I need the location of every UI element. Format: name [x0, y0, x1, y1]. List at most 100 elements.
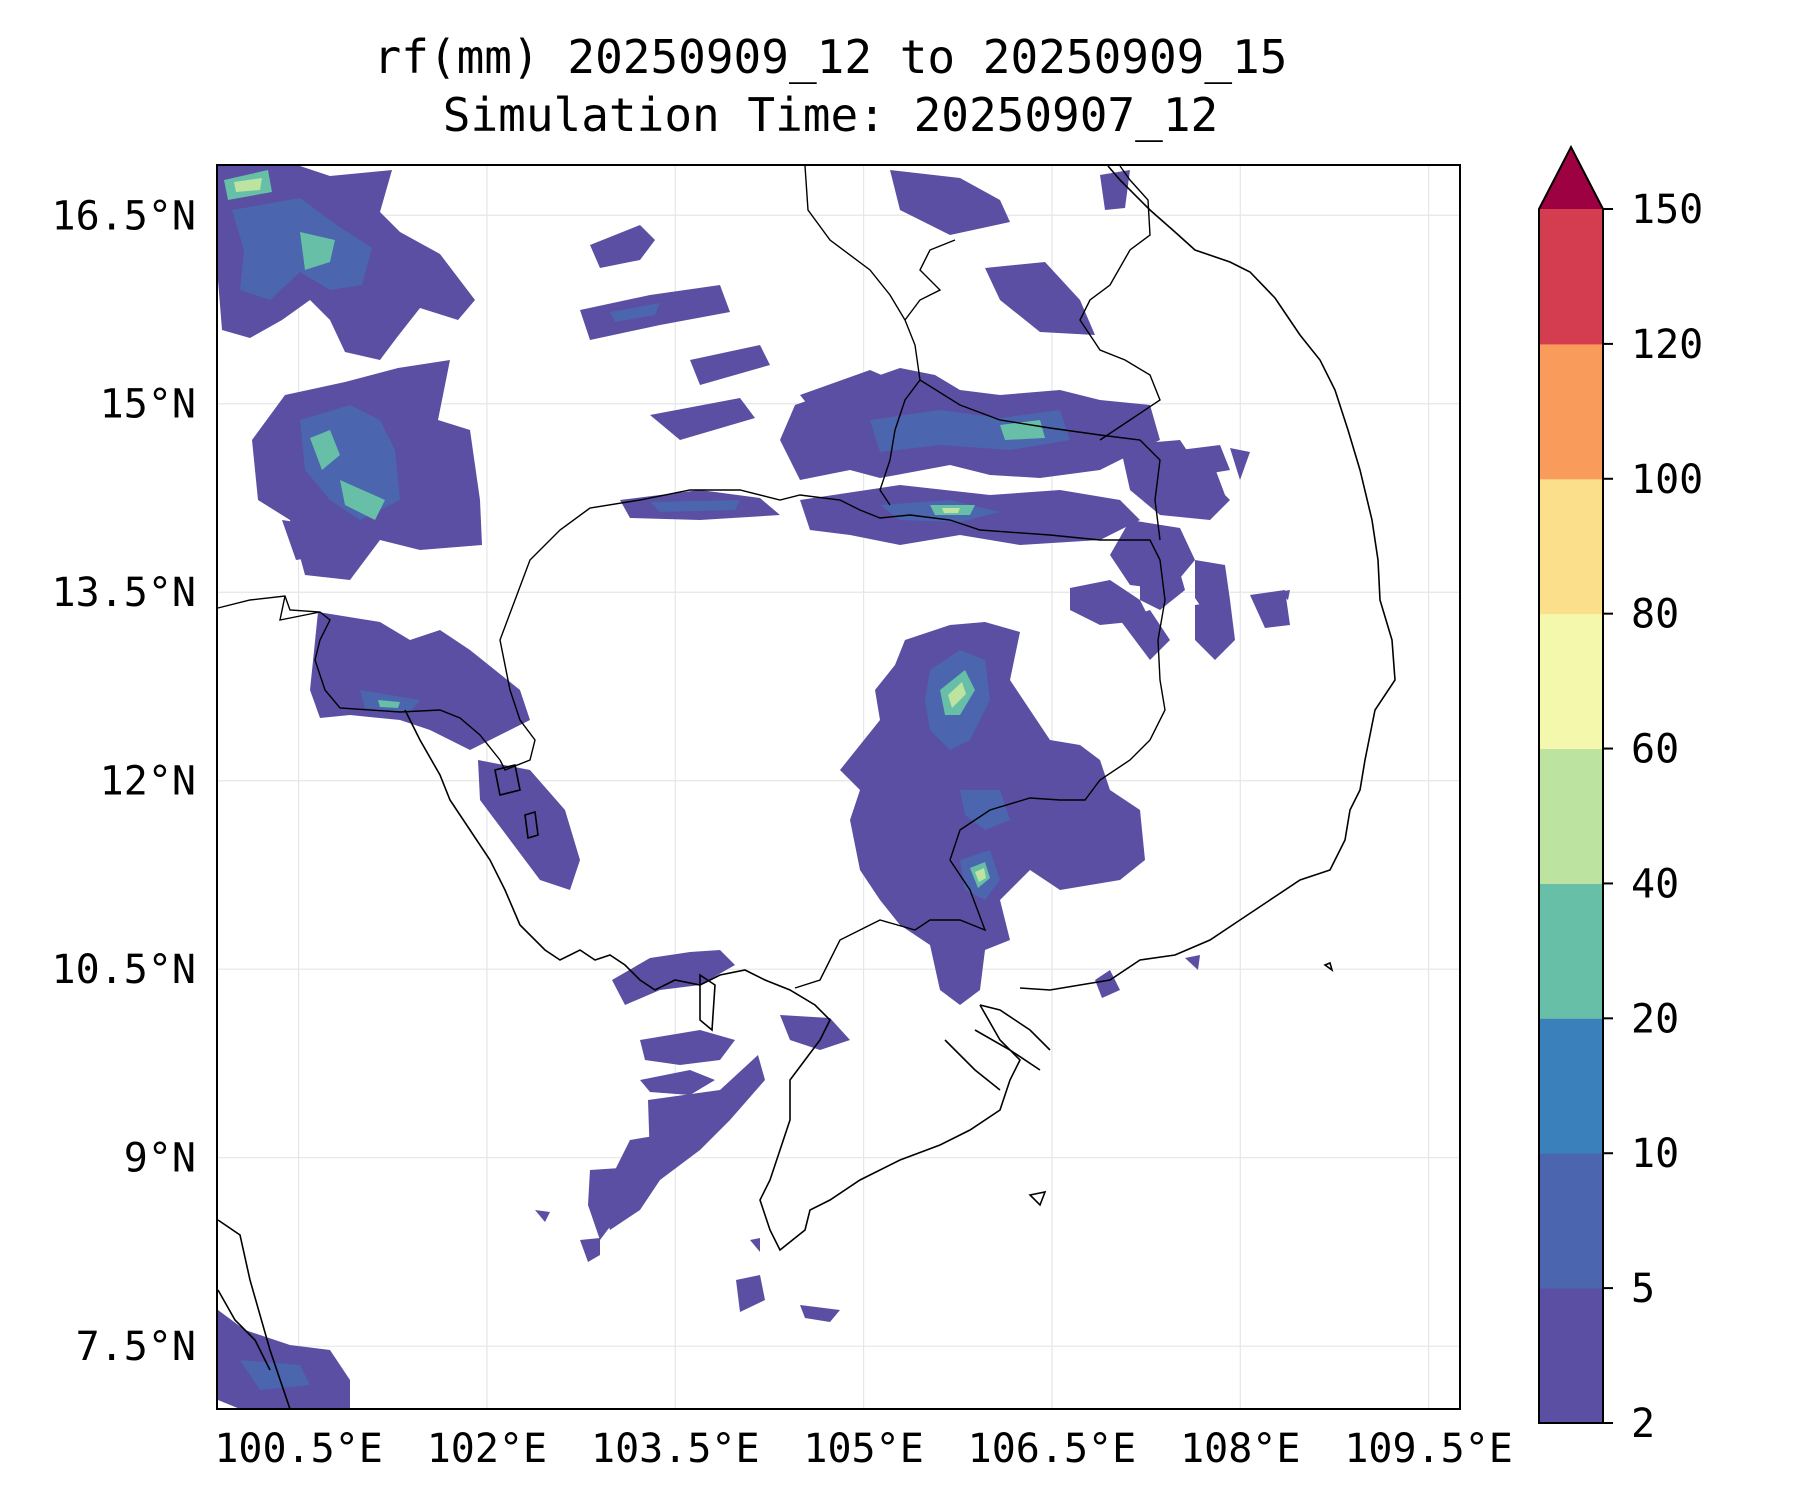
coastline	[1019, 165, 1396, 991]
lon-tick-label: 103.5°E	[591, 1426, 760, 1472]
colorbar-extend-arrow	[1539, 147, 1603, 209]
lat-tick-label: 15°N	[100, 382, 196, 428]
rain-region	[948, 682, 966, 708]
colorbar-segment	[1539, 1153, 1603, 1289]
rain-region	[1250, 590, 1290, 628]
rain-region	[218, 1310, 350, 1409]
lat-tick-label: 9°N	[124, 1136, 196, 1182]
rain-region	[915, 905, 970, 945]
coastline	[217, 1219, 291, 1409]
rain-region	[1070, 580, 1150, 625]
rain-region	[1100, 170, 1130, 210]
lat-tick-label: 10.5°N	[52, 947, 197, 993]
rain-region	[1095, 970, 1120, 998]
rain-region	[1185, 955, 1200, 970]
colorbar-segment	[1539, 478, 1603, 615]
rain-region	[1195, 560, 1230, 620]
longitude-axis: 100.5°E 102°E 103.5°E 105°E 106.5°E 108°E 109.…	[214, 1426, 1513, 1472]
colorbar-tick-label: 120	[1631, 322, 1703, 368]
gridlines	[217, 165, 1460, 1409]
island	[699, 973, 716, 1032]
colorbar-tick-label: 20	[1631, 996, 1679, 1042]
rain-region	[300, 232, 335, 270]
colorbar	[1538, 144, 1604, 1424]
rain-region	[650, 398, 755, 440]
rain-region	[1278, 590, 1290, 600]
rain-region	[590, 225, 655, 268]
rain-region	[588, 1168, 620, 1240]
borders	[217, 165, 1166, 989]
rain-region	[640, 1070, 715, 1095]
border	[804, 165, 1161, 541]
rain-region	[240, 1360, 310, 1390]
colorbar-segment	[1539, 343, 1603, 480]
border	[217, 595, 501, 761]
rain-region	[232, 198, 372, 300]
border	[499, 489, 1166, 989]
colorbar-tick-label: 10	[1631, 1131, 1679, 1177]
lon-tick-label: 108°E	[1180, 1426, 1300, 1472]
colorbar-tick-label: 150	[1631, 187, 1703, 233]
rain-region	[478, 760, 580, 890]
title-line-2: Simulation Time: 20250907_12	[442, 88, 1219, 142]
border	[279, 595, 321, 621]
colorbar-segment	[1539, 613, 1603, 750]
rain-region	[960, 790, 1010, 830]
rain-region	[234, 178, 262, 192]
coastlines	[217, 165, 1396, 1409]
coastline	[217, 1289, 271, 1371]
rain-region	[870, 410, 1070, 452]
rain-region	[612, 950, 735, 1005]
island	[494, 764, 521, 796]
colorbar-segment	[1539, 883, 1603, 1019]
lon-tick-label: 100.5°E	[214, 1426, 383, 1472]
colorbar-segment	[1539, 748, 1603, 884]
colorbar-tick-label: 80	[1631, 592, 1679, 638]
rain-region	[610, 303, 660, 322]
rain-region	[736, 1275, 765, 1312]
rain-region	[975, 868, 986, 882]
map-title: rf(mm) 20250909_12 to 20250909_15 Simula…	[0, 28, 1661, 144]
rain-region	[282, 520, 328, 560]
rain-region	[310, 612, 530, 750]
colorbar-tick-label: 100	[1631, 457, 1703, 503]
latitude-axis: 16.5°N 15°N 13.5°N 12°N 10.5°N 9°N 7.5°N	[52, 193, 197, 1370]
rain-region	[750, 1238, 760, 1252]
rain-region	[780, 1015, 850, 1050]
rain-region	[535, 1210, 550, 1222]
rain-region	[1120, 440, 1230, 520]
lon-tick-label: 109.5°E	[1344, 1426, 1513, 1472]
colorbar-segment	[1539, 1018, 1603, 1154]
delta	[944, 1004, 1051, 1091]
rain-region	[1195, 600, 1235, 660]
island	[1028, 1190, 1047, 1207]
lat-tick-label: 16.5°N	[52, 193, 197, 239]
rain-region	[1120, 610, 1170, 660]
border	[904, 165, 1161, 441]
coastline	[404, 709, 1021, 1252]
colorbar-tick-label: 5	[1631, 1266, 1655, 1312]
rain-region	[890, 170, 1010, 235]
colorbar-segment	[1539, 209, 1603, 345]
rain-region	[580, 1238, 600, 1262]
title-line-1: rf(mm) 20250909_12 to 20250909_15	[373, 30, 1288, 84]
lon-tick-label: 102°E	[427, 1426, 547, 1472]
rain-region	[1185, 450, 1225, 500]
lon-tick-label: 105°E	[803, 1426, 923, 1472]
colorbar-segment	[1539, 1288, 1603, 1424]
lat-tick-label: 12°N	[100, 759, 196, 805]
lat-tick-label: 7.5°N	[76, 1324, 196, 1370]
island	[524, 810, 539, 840]
rain-region	[640, 1030, 735, 1065]
rain-region	[650, 500, 740, 512]
rain-region	[800, 1305, 840, 1322]
map-frame	[216, 164, 1461, 1410]
lon-tick-label: 106.5°E	[968, 1426, 1137, 1472]
rain-region	[340, 480, 385, 520]
rain-region	[1230, 448, 1250, 480]
colorbar-labels: 2 5 10 20 40 60 80 100 120 150	[1603, 187, 1703, 1447]
rain-region	[600, 1130, 700, 1230]
colorbar-tick-label: 60	[1631, 727, 1679, 773]
rain-region	[985, 262, 1095, 335]
